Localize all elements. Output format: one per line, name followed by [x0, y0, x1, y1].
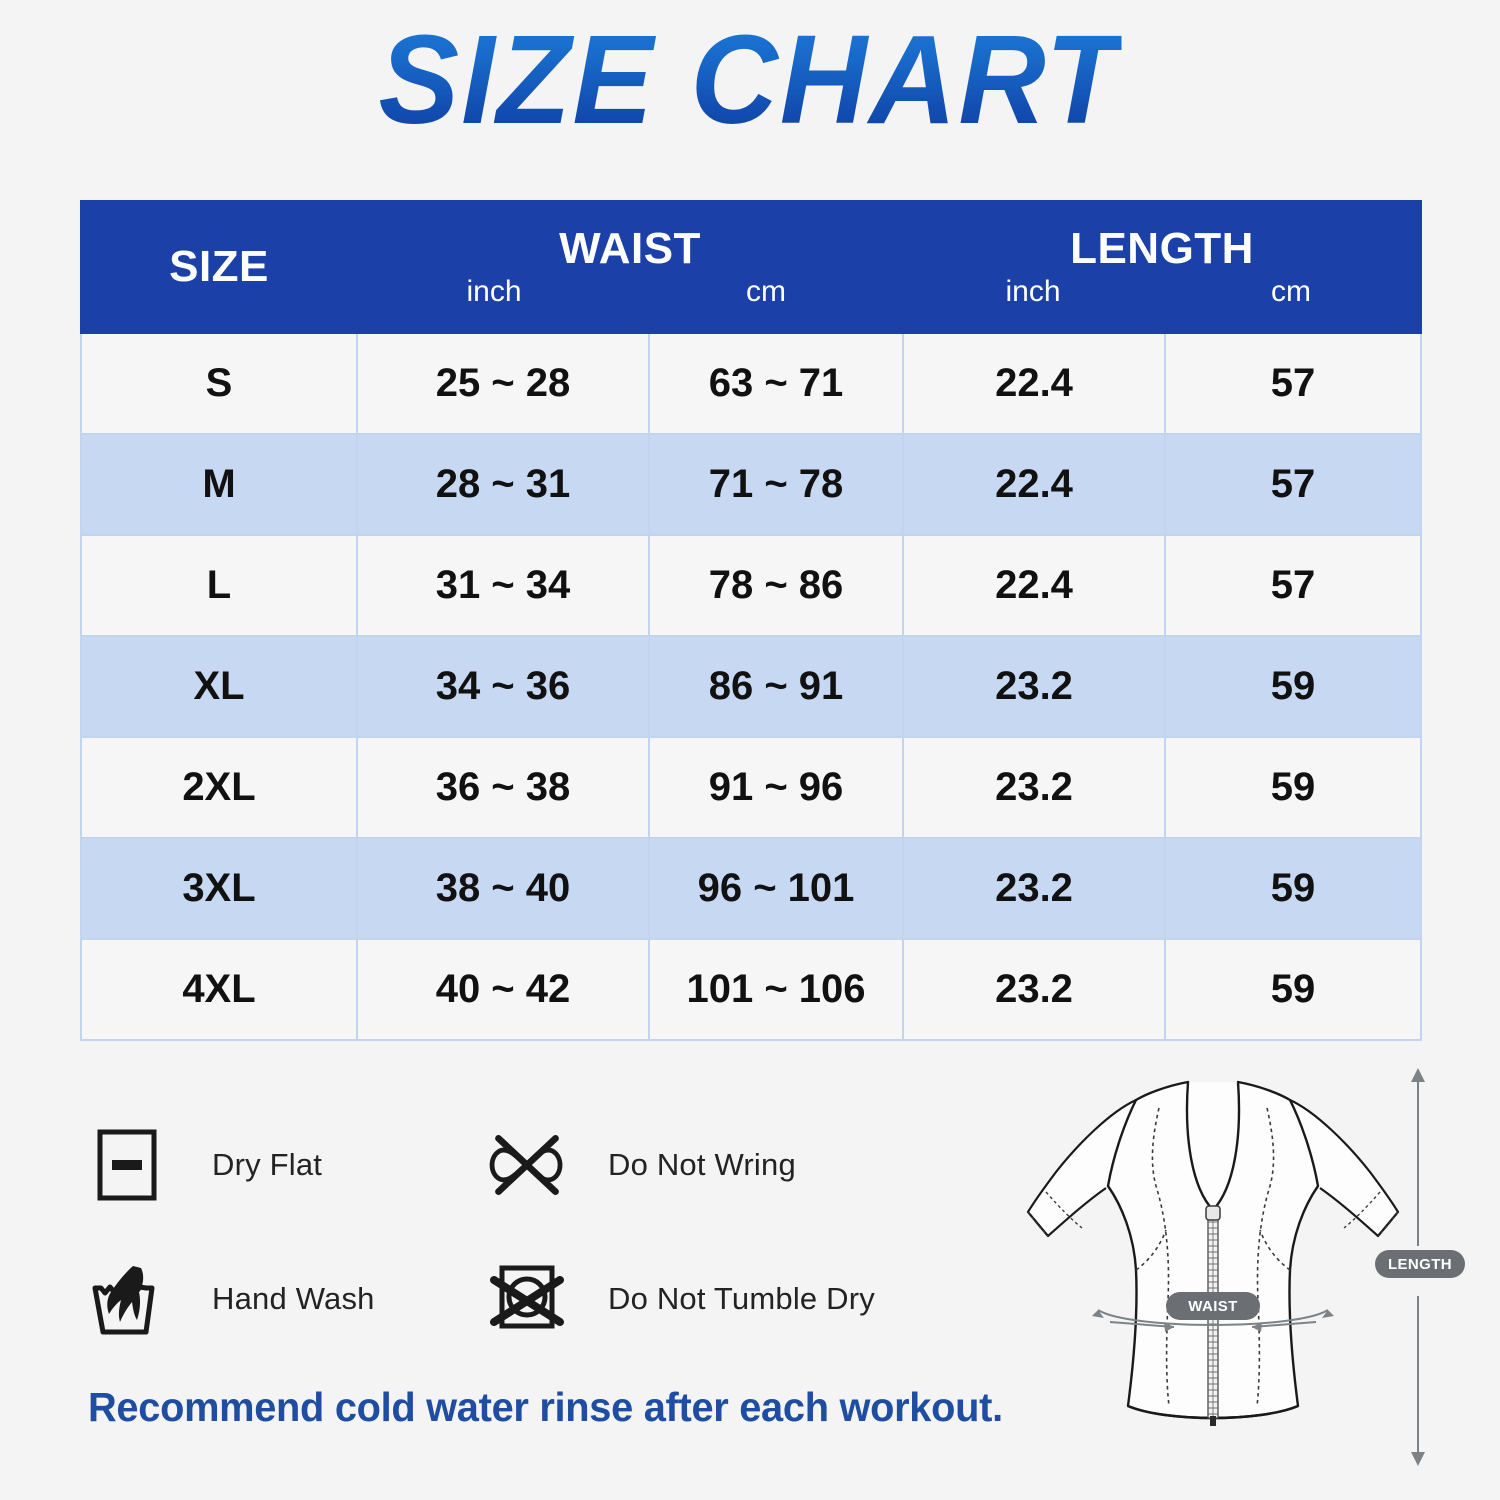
cell-size: 4XL [80, 938, 358, 1041]
care-item-do-not-tumble-dry: Do Not Tumble Dry [488, 1260, 948, 1338]
cell-length-cm: 57 [1164, 534, 1423, 637]
cell-waist-cm: 71 ~ 78 [647, 433, 905, 536]
title-bar: SIZE CHART [0, 0, 1500, 150]
header-size-label: SIZE [169, 242, 269, 291]
cell-size: XL [80, 635, 358, 738]
cell-waist-cm: 101 ~ 106 [647, 938, 905, 1041]
waist-badge-label: WAIST [1188, 1298, 1238, 1315]
table-row: 4XL 40 ~ 42 101 ~ 106 23.2 59 [80, 938, 1423, 1041]
header-waist-label: WAIST [559, 224, 701, 273]
cell-waist-inch: 40 ~ 42 [356, 938, 650, 1041]
cell-waist-cm: 96 ~ 101 [647, 837, 905, 940]
table-row: S 25 ~ 28 63 ~ 71 22.4 57 [80, 332, 1423, 435]
cell-size: 3XL [80, 837, 358, 940]
cell-waist-inch: 28 ~ 31 [356, 433, 650, 536]
header-length-label: LENGTH [1070, 224, 1254, 273]
cell-size: L [80, 534, 358, 637]
header-waist: WAIST inch cm [355, 200, 905, 334]
garment-diagram: WAIST LENGTH [960, 1060, 1470, 1500]
header-length-inch: inch [1005, 275, 1061, 308]
cell-size: S [80, 332, 358, 435]
care-item-hand-wash: Hand Wash [88, 1260, 488, 1338]
header-size: SIZE [80, 200, 358, 334]
header-waist-inch: inch [466, 275, 522, 308]
waist-measure-guide: WAIST [1092, 1292, 1334, 1332]
table-row: L 31 ~ 34 78 ~ 86 22.4 57 [80, 534, 1423, 637]
care-label-do-not-tumble-dry: Do Not Tumble Dry [608, 1281, 875, 1316]
cell-length-inch: 23.2 [902, 635, 1167, 738]
table-body: S 25 ~ 28 63 ~ 71 22.4 57 M 28 ~ 31 71 ~ 78 22.4… [80, 332, 1423, 1041]
cell-length-inch: 23.2 [902, 837, 1167, 940]
table-row: XL 34 ~ 36 86 ~ 91 23.2 59 [80, 635, 1423, 738]
recommendation-tagline: Recommend cold water rinse after each wo… [88, 1384, 1003, 1430]
table-row: 3XL 38 ~ 40 96 ~ 101 23.2 59 [80, 837, 1423, 940]
cell-waist-inch: 34 ~ 36 [356, 635, 650, 738]
cell-length-inch: 22.4 [902, 433, 1167, 536]
cell-waist-cm: 63 ~ 71 [647, 332, 905, 435]
header-waist-cm: cm [746, 275, 787, 308]
cell-length-cm: 59 [1164, 938, 1423, 1041]
table-header: SIZE WAIST inch cm LENGTH inch cm [80, 200, 1423, 334]
care-row-2: Hand Wash Do Not Tumble Dry [88, 1232, 988, 1366]
cell-waist-inch: 25 ~ 28 [356, 332, 650, 435]
cell-waist-inch: 31 ~ 34 [356, 534, 650, 637]
care-label-dry-flat: Dry Flat [212, 1147, 323, 1182]
care-item-dry-flat: Dry Flat [88, 1126, 488, 1204]
cell-length-cm: 59 [1164, 635, 1423, 738]
cell-length-cm: 57 [1164, 332, 1423, 435]
cell-length-inch: 23.2 [902, 736, 1167, 839]
cell-waist-inch: 36 ~ 38 [356, 736, 650, 839]
care-label-do-not-wring: Do Not Wring [608, 1147, 796, 1182]
cell-waist-cm: 86 ~ 91 [647, 635, 905, 738]
length-badge-label: LENGTH [1388, 1256, 1452, 1273]
page-title: SIZE CHART [378, 9, 1122, 150]
cell-waist-cm: 78 ~ 86 [647, 534, 905, 637]
cell-waist-inch: 38 ~ 40 [356, 837, 650, 940]
size-chart-table: SIZE WAIST inch cm LENGTH inch cm S 25 ~ … [80, 200, 1423, 1041]
table-row: 2XL 36 ~ 38 91 ~ 96 23.2 59 [80, 736, 1423, 839]
cell-length-cm: 57 [1164, 433, 1423, 536]
cell-size: 2XL [80, 736, 358, 839]
cell-length-inch: 23.2 [902, 938, 1167, 1041]
cell-length-cm: 59 [1164, 837, 1423, 940]
header-length: LENGTH inch cm [902, 200, 1423, 334]
cell-length-cm: 59 [1164, 736, 1423, 839]
dry-flat-icon [88, 1126, 166, 1204]
do-not-wring-icon [488, 1126, 566, 1204]
table-row: M 28 ~ 31 71 ~ 78 22.4 57 [80, 433, 1423, 536]
cell-length-inch: 22.4 [902, 534, 1167, 637]
care-instructions: Dry Flat Do Not Wring Hand Wash [88, 1098, 988, 1366]
length-measure-guide: LENGTH [1375, 1068, 1465, 1466]
cell-length-inch: 22.4 [902, 332, 1167, 435]
care-label-hand-wash: Hand Wash [212, 1281, 375, 1316]
hand-wash-icon [88, 1260, 166, 1338]
cell-size: M [80, 433, 358, 536]
do-not-tumble-dry-icon [488, 1260, 566, 1338]
care-item-do-not-wring: Do Not Wring [488, 1126, 948, 1204]
header-length-cm: cm [1271, 275, 1312, 308]
care-row-1: Dry Flat Do Not Wring [88, 1098, 988, 1232]
cell-waist-cm: 91 ~ 96 [647, 736, 905, 839]
